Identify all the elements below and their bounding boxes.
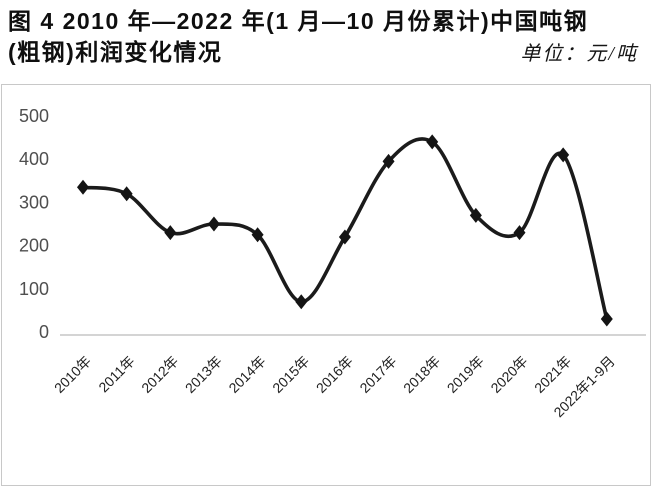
data-point-marker [251, 227, 264, 243]
data-point-marker [338, 229, 351, 245]
unit-label: 单位：元/吨 [520, 43, 638, 66]
figure-title-line2: (粗钢)利润变化情况 [8, 39, 223, 66]
x-tick-label: 2021年 [531, 353, 574, 396]
chart-area: 0 100 200 300 400 500 2010年 2011年 2012年 2013年 2014… [1, 84, 651, 486]
y-axis-labels: 0 100 200 300 400 500 [19, 106, 49, 342]
data-point-marker [207, 216, 220, 232]
data-point-marker [120, 186, 133, 202]
y-tick-label: 200 [19, 236, 49, 256]
data-point-marker [469, 207, 482, 223]
data-point-marker [600, 311, 613, 327]
data-point-marker [557, 147, 570, 163]
profit-chart-svg: 0 100 200 300 400 500 2010年 2011年 2012年 2013年 2014… [19, 106, 646, 420]
x-tick-label: 2019年 [444, 353, 487, 396]
x-tick-label: 2013年 [182, 353, 225, 396]
data-point-markers [77, 134, 613, 327]
x-tick-label: 2015年 [269, 353, 312, 396]
data-point-marker [164, 225, 177, 241]
x-tick-label: 2018年 [400, 353, 443, 396]
x-tick-label: 2011年 [95, 353, 138, 396]
profit-line-series [81, 137, 609, 321]
x-tick-label: 2016年 [313, 353, 356, 396]
y-tick-label: 500 [19, 106, 49, 126]
y-tick-label: 0 [39, 322, 49, 342]
figure-title-row2: (粗钢)利润变化情况 单位：元/吨 [8, 37, 652, 68]
y-tick-label: 100 [19, 279, 49, 299]
data-point-marker [77, 179, 89, 195]
data-point-marker [382, 153, 395, 169]
data-point-marker [513, 225, 526, 241]
x-tick-label: 2017年 [356, 353, 399, 396]
y-tick-label: 300 [19, 192, 49, 212]
figure-title-line1: 图 4 2010 年—2022 年(1 月—10 月份累计)中国吨钢 [8, 8, 589, 34]
x-tick-label: 2014年 [225, 353, 268, 396]
figure-title: 图 4 2010 年—2022 年(1 月—10 月份累计)中国吨钢 (粗钢)利… [0, 0, 660, 68]
x-axis-labels: 2010年 2011年 2012年 2013年 2014年 2015年 2016年 2017年… [51, 353, 618, 420]
x-tick-label: 2010年 [51, 353, 94, 396]
data-point-marker [426, 134, 439, 150]
y-tick-label: 400 [19, 149, 49, 169]
data-point-marker [295, 294, 308, 310]
x-tick-label: 2012年 [138, 353, 181, 396]
x-tick-label: 2020年 [487, 353, 530, 396]
